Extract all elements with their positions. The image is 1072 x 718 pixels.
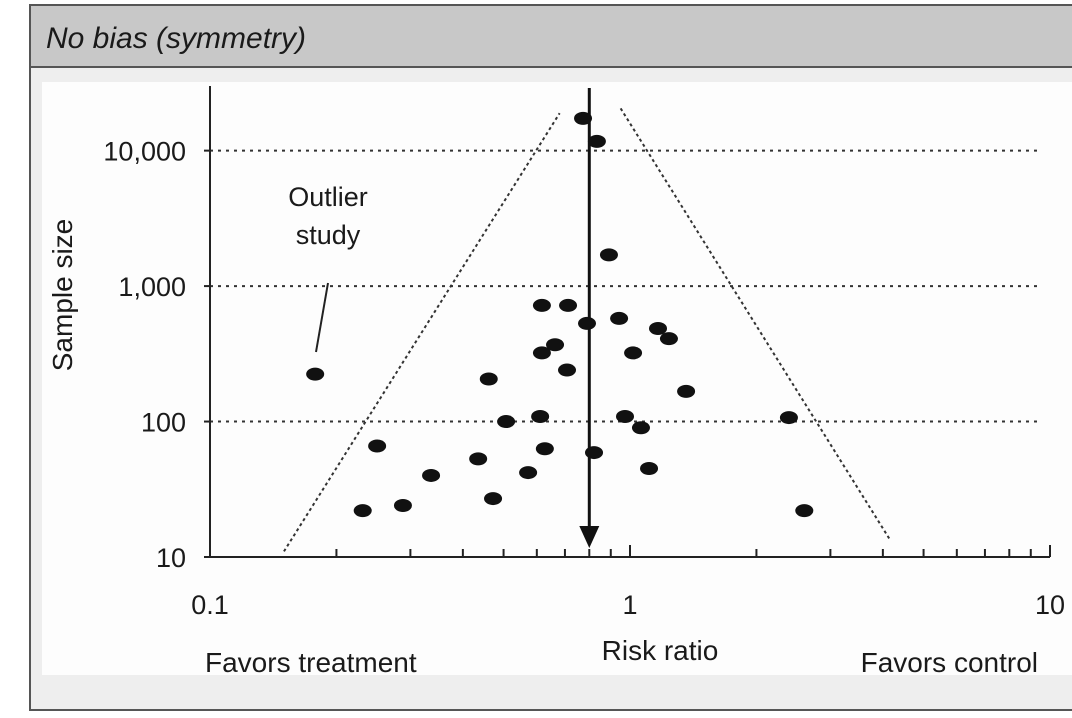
- study-point: [610, 311, 629, 325]
- study-point: [616, 409, 635, 423]
- x-tick-label: 10: [1035, 590, 1065, 620]
- study-point: [535, 442, 554, 456]
- study-point: [519, 466, 538, 480]
- study-point: [659, 332, 678, 346]
- study-point: [368, 439, 387, 453]
- study-point: [422, 468, 441, 482]
- y-tick-label: 10: [156, 543, 186, 573]
- study-point: [585, 446, 604, 460]
- x-tick-label: 0.1: [191, 590, 229, 620]
- study-point: [599, 248, 618, 262]
- study-point: [779, 411, 798, 425]
- study-point: [631, 421, 650, 435]
- study-point: [578, 316, 597, 330]
- y-tick-label: 10,000: [103, 137, 186, 167]
- annotation: Outlier study: [288, 182, 368, 250]
- y-axis-label: Sample size: [47, 219, 78, 372]
- x-left-note: Favors treatment: [205, 647, 417, 678]
- study-point: [532, 298, 551, 312]
- header-bar: [29, 4, 1072, 68]
- funnel-line: [619, 107, 891, 541]
- reference-arrowhead: [579, 526, 600, 548]
- study-point: [559, 298, 578, 312]
- study-point: [640, 462, 659, 476]
- study-point: [587, 134, 606, 148]
- y-tick-label: 1,000: [118, 272, 186, 302]
- study-point: [531, 409, 550, 423]
- x-axis-label: Risk ratio: [602, 635, 719, 666]
- study-point: [677, 384, 696, 398]
- study-point: [649, 322, 668, 336]
- study-point: [795, 504, 814, 518]
- y-tick-label: 100: [141, 408, 186, 438]
- study-point: [353, 504, 372, 518]
- study-point: [306, 367, 325, 381]
- study-point: [484, 492, 503, 506]
- study-point: [558, 363, 577, 377]
- study-point: [479, 372, 498, 386]
- header-title: No bias (symmetry): [46, 22, 306, 55]
- x-tick-label: 1: [622, 590, 637, 620]
- x-right-note: Favors control: [861, 647, 1038, 678]
- study-point: [532, 346, 551, 360]
- annotation-pointer: [315, 282, 329, 353]
- study-point: [546, 338, 565, 352]
- study-point: [574, 111, 593, 125]
- study-point: [469, 452, 488, 466]
- plot-panel: [42, 82, 1072, 675]
- funnel-line: [283, 112, 561, 552]
- study-point: [497, 415, 516, 429]
- study-point: [624, 346, 643, 360]
- study-point: [393, 498, 412, 512]
